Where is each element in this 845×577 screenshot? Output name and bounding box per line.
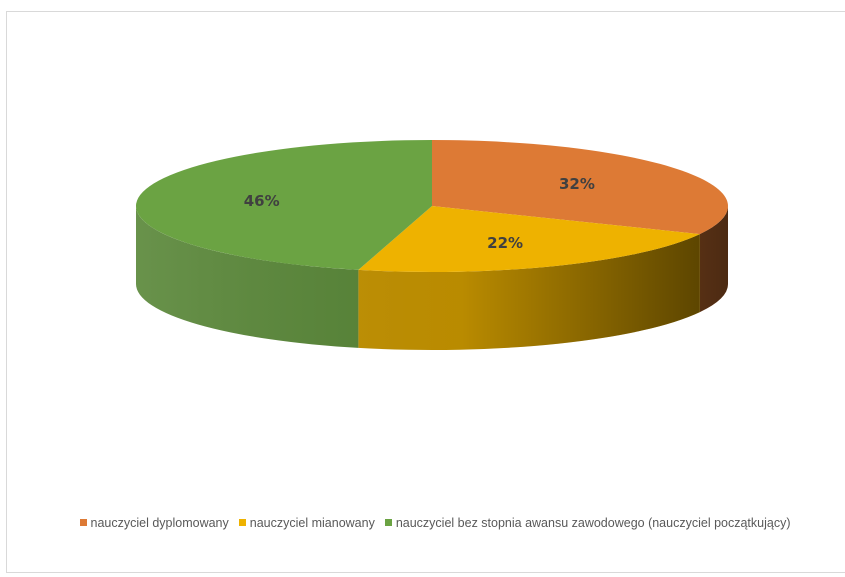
slice-side-shading-nauczyciel-mianowany	[358, 234, 700, 350]
legend-label: nauczyciel mianowany	[249, 516, 375, 530]
slice-side-shading-nauczyciel-bez-stopnia-awansu-zawodowego-nauczyciel-poczatkujacy	[136, 206, 359, 348]
slice-nauczyciel-dyplomowany	[432, 140, 728, 235]
legend-swatch	[238, 519, 246, 526]
data-label-nauczyciel-dyplomowany: 32%	[559, 175, 595, 193]
slice-nauczyciel-mianowany	[358, 206, 700, 272]
data-label-nauczyciel-bez-stopnia-awansu-zawodowego-nauczyciel-poczatkujacy: 46%	[244, 192, 280, 210]
legend-label: nauczyciel bez stopnia awansu zawodowego…	[395, 516, 791, 530]
legend-item-nauczyciel-mianowany: nauczyciel mianowany	[238, 516, 375, 530]
legend-item-nauczyciel-bez-stopnia-awansu-zawodowego-nauczyciel-poczatkujacy: nauczyciel bez stopnia awansu zawodowego…	[384, 516, 791, 530]
legend-item-nauczyciel-dyplomowany: nauczyciel dyplomowany	[79, 516, 229, 530]
legend: nauczyciel dyplomowany nauczyciel mianowa…	[15, 516, 845, 530]
slice-nauczyciel-bez-stopnia-awansu-zawodowego-nauczyciel-poczatkujacy	[136, 140, 432, 270]
slice-side-shading-nauczyciel-dyplomowany	[699, 206, 728, 313]
legend-swatch	[384, 519, 392, 526]
data-label-nauczyciel-mianowany: 22%	[487, 234, 523, 252]
legend-swatch	[79, 519, 87, 526]
legend-label: nauczyciel dyplomowany	[90, 516, 229, 530]
